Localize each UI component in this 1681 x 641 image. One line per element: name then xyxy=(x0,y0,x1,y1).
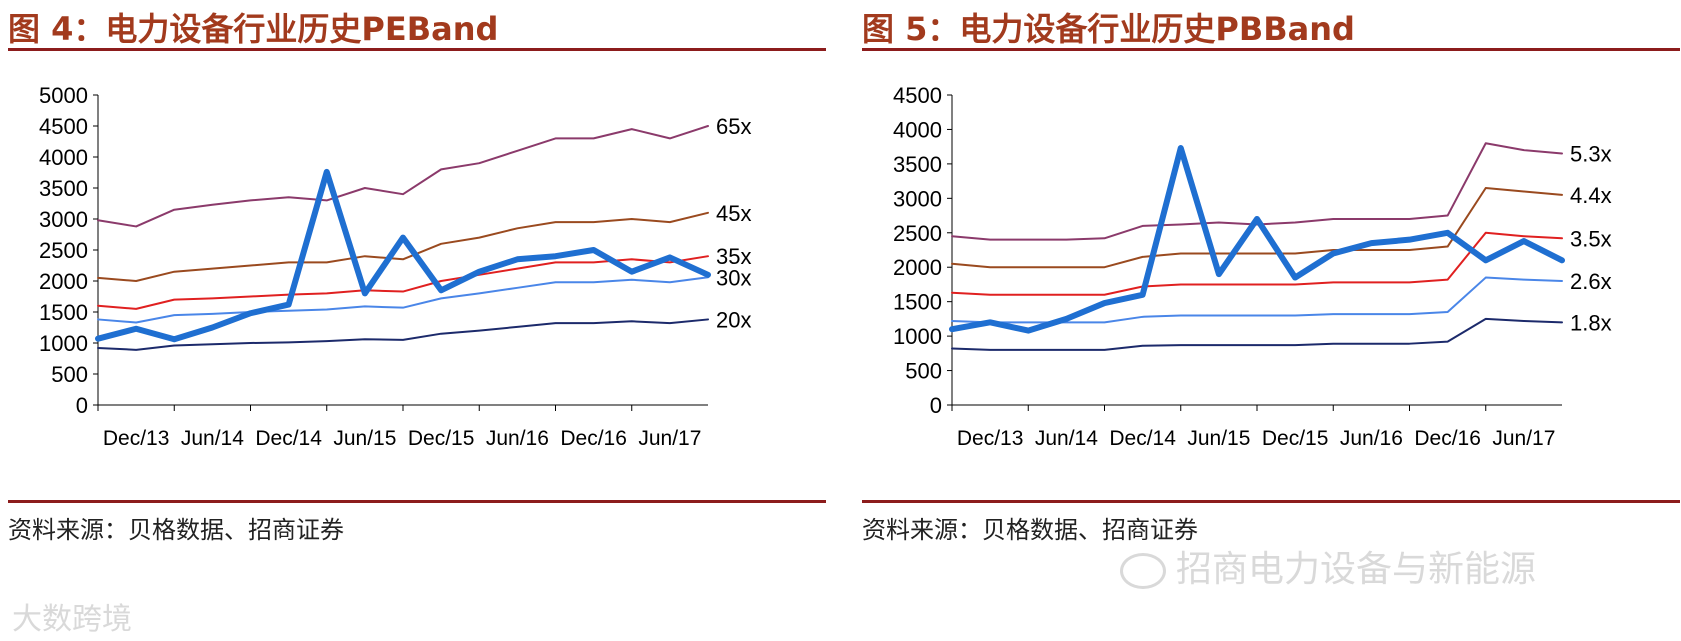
x-tick-label: Jun/17 xyxy=(1492,427,1555,450)
title-rule xyxy=(862,48,1680,51)
y-tick-label: 500 xyxy=(51,362,88,387)
x-tick-label: Dec/14 xyxy=(1109,427,1176,450)
watermark-text: 招商电力设备与新能源 xyxy=(1176,549,1537,590)
y-tick-label: 2500 xyxy=(39,238,88,263)
series-line-20x xyxy=(97,318,709,351)
series-line-30x xyxy=(97,276,709,324)
series-line-1.8x xyxy=(951,317,1563,351)
x-tick-label: Jun/16 xyxy=(1340,427,1403,450)
y-tick-label: 3500 xyxy=(893,152,942,177)
pe-band-chart: 0 500 1000 1500 2000 2500 3000 3500 4000 4500 5000… xyxy=(39,83,751,450)
pe-band-panel: 图 4：电力设备行业历史PEBand 0 500 1000 1500 2000 2500 3… xyxy=(8,0,834,560)
x-tick-label: Dec/13 xyxy=(103,427,170,450)
series-label: 4.4x xyxy=(1570,183,1612,208)
wechat-icon xyxy=(1120,553,1166,589)
series-label: 30x xyxy=(716,265,751,290)
y-tick-label: 1500 xyxy=(39,300,88,325)
y-tick-label: 4500 xyxy=(39,114,88,139)
wechat-watermark: 招商电力设备与新能源 xyxy=(1120,540,1536,592)
series-line-45x xyxy=(97,211,709,282)
y-tick-label: 3500 xyxy=(39,176,88,201)
series-label: 3.5x xyxy=(1570,226,1612,251)
series-label: 1.8x xyxy=(1570,310,1612,335)
x-tick-label: Dec/14 xyxy=(255,427,322,450)
y-tick-label: 1000 xyxy=(39,331,88,356)
y-tick-label: 3000 xyxy=(893,186,942,211)
x-tick-label: Jun/14 xyxy=(181,427,244,450)
x-tick-label: Jun/14 xyxy=(1035,427,1098,450)
series-line-3.5x xyxy=(951,231,1563,296)
index-line xyxy=(949,145,1565,334)
series-label: 65x xyxy=(716,114,751,139)
y-tick-label: 4000 xyxy=(39,145,88,170)
x-tick-label: Jun/15 xyxy=(1187,427,1250,450)
x-tick-label: Jun/15 xyxy=(333,427,396,450)
series-line-65x xyxy=(97,125,709,228)
y-tick-label: 4500 xyxy=(893,83,942,108)
y-tick-label: 2000 xyxy=(39,269,88,294)
y-tick-label: 2500 xyxy=(893,221,942,246)
source-note: 资料来源：贝格数据、招商证券 xyxy=(862,516,1198,544)
y-tick-label: 1500 xyxy=(893,290,942,315)
index-line xyxy=(95,168,711,343)
chart-title: 图 4：电力设备行业历史PEBand xyxy=(8,10,499,48)
source-note: 资料来源：贝格数据、招商证券 xyxy=(8,516,344,544)
series-label: 5.3x xyxy=(1570,142,1612,167)
series-label: 45x xyxy=(716,201,751,226)
x-tick-label: Jun/17 xyxy=(638,427,701,450)
source-rule xyxy=(862,500,1680,503)
y-tick-label: 500 xyxy=(905,359,942,384)
y-tick-label: 0 xyxy=(76,393,88,418)
y-tick-label: 5000 xyxy=(39,83,88,108)
y-tick-label: 4000 xyxy=(893,117,942,142)
y-tick-label: 3000 xyxy=(39,207,88,232)
y-tick-label: 0 xyxy=(930,393,942,418)
y-tick-label: 2000 xyxy=(893,255,942,280)
pb-band-panel: 图 5：电力设备行业历史PBBand 0 500 1000 1500 2000 2500 3… xyxy=(862,0,1681,560)
series-line-35x xyxy=(97,255,709,310)
x-tick-label: Dec/15 xyxy=(1262,427,1329,450)
title-rule xyxy=(8,48,826,51)
x-tick-label: Dec/15 xyxy=(408,427,475,450)
chart-title: 图 5：电力设备行业历史PBBand xyxy=(862,10,1355,48)
series-label: 2.6x xyxy=(1570,269,1612,294)
x-tick-label: Dec/16 xyxy=(1414,427,1481,450)
series-label: 35x xyxy=(716,244,751,269)
x-tick-label: Jun/16 xyxy=(486,427,549,450)
series-line-4.4x xyxy=(951,187,1563,269)
x-tick-label: Dec/16 xyxy=(560,427,627,450)
pb-band-chart: 0 500 1000 1500 2000 2500 3000 3500 4000 4500 Dec/… xyxy=(893,83,1612,450)
watermark-text: 大数跨境 xyxy=(12,602,132,637)
x-tick-label: Dec/13 xyxy=(957,427,1024,450)
y-tick-label: 1000 xyxy=(893,324,942,349)
series-label: 20x xyxy=(716,307,751,332)
brand-watermark: 大数跨境 xyxy=(12,594,132,638)
source-rule xyxy=(8,500,826,503)
series-line-5.3x xyxy=(951,142,1563,241)
